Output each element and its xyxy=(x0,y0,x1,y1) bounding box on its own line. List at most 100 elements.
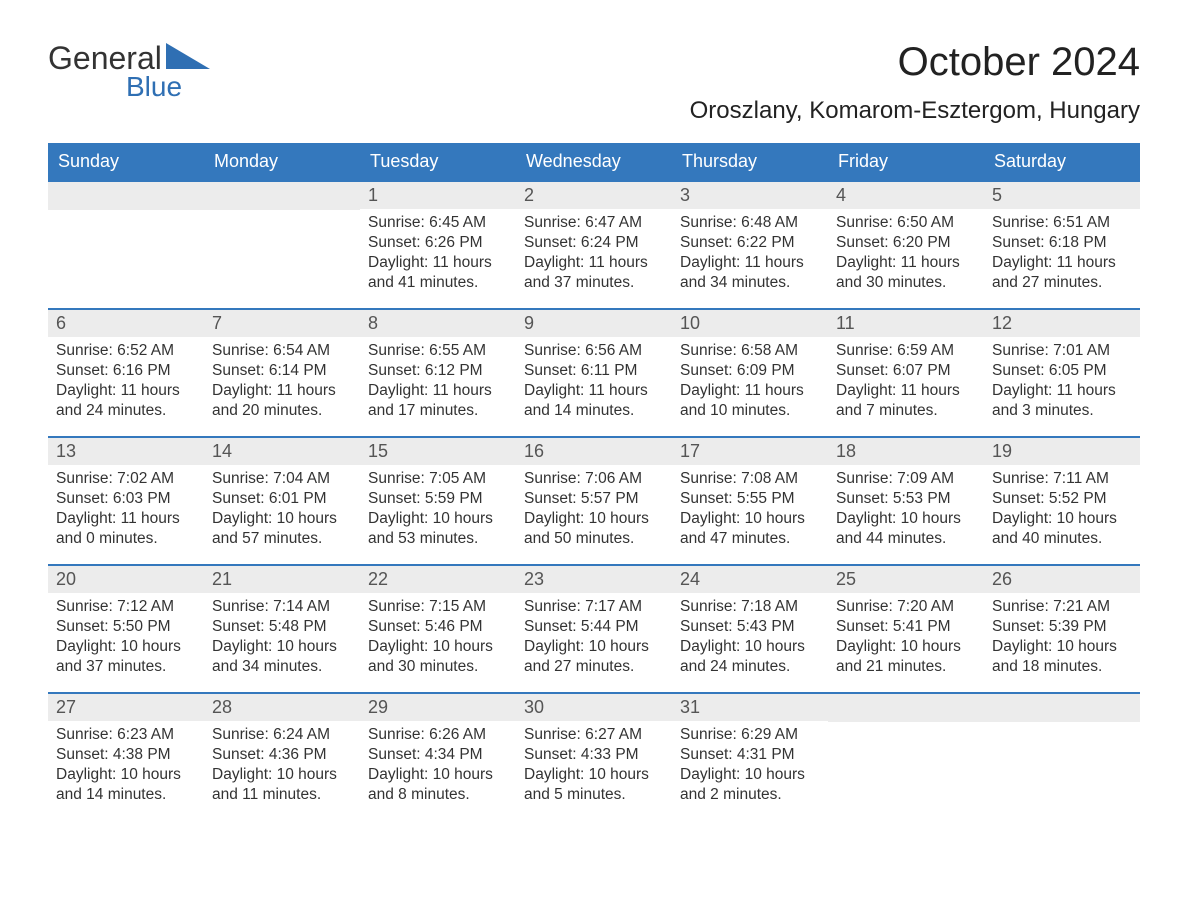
sunrise-line: Sunrise: 6:27 AM xyxy=(524,725,664,745)
day-header: Wednesday xyxy=(516,143,672,180)
calendar-cell: 26Sunrise: 7:21 AMSunset: 5:39 PMDayligh… xyxy=(984,566,1140,692)
day-number: 10 xyxy=(672,310,828,337)
sunset-line: Sunset: 5:55 PM xyxy=(680,489,820,509)
daylight-line-2: and 17 minutes. xyxy=(368,401,508,421)
sunset-line: Sunset: 4:36 PM xyxy=(212,745,352,765)
calendar-cell: 21Sunrise: 7:14 AMSunset: 5:48 PMDayligh… xyxy=(204,566,360,692)
daylight-line-2: and 30 minutes. xyxy=(836,273,976,293)
daylight-line-2: and 30 minutes. xyxy=(368,657,508,677)
calendar-cell: 12Sunrise: 7:01 AMSunset: 6:05 PMDayligh… xyxy=(984,310,1140,436)
title-block: October 2024 Oroszlany, Komarom-Esztergo… xyxy=(690,40,1140,125)
daylight-line-2: and 37 minutes. xyxy=(56,657,196,677)
day-number xyxy=(828,694,984,722)
sunrise-line: Sunrise: 7:11 AM xyxy=(992,469,1132,489)
daylight-line-2: and 18 minutes. xyxy=(992,657,1132,677)
sunrise-line: Sunrise: 6:45 AM xyxy=(368,213,508,233)
calendar-cell: 28Sunrise: 6:24 AMSunset: 4:36 PMDayligh… xyxy=(204,694,360,820)
daylight-line-1: Daylight: 11 hours xyxy=(56,381,196,401)
day-number: 12 xyxy=(984,310,1140,337)
day-number: 13 xyxy=(48,438,204,465)
sunset-line: Sunset: 6:26 PM xyxy=(368,233,508,253)
sunrise-line: Sunrise: 6:51 AM xyxy=(992,213,1132,233)
sunrise-line: Sunrise: 7:21 AM xyxy=(992,597,1132,617)
daylight-line-1: Daylight: 10 hours xyxy=(368,509,508,529)
sunset-line: Sunset: 5:50 PM xyxy=(56,617,196,637)
sunset-line: Sunset: 4:33 PM xyxy=(524,745,664,765)
daylight-line-2: and 2 minutes. xyxy=(680,785,820,805)
daylight-line-1: Daylight: 11 hours xyxy=(56,509,196,529)
day-number: 6 xyxy=(48,310,204,337)
daylight-line-1: Daylight: 10 hours xyxy=(56,765,196,785)
day-number: 17 xyxy=(672,438,828,465)
sunset-line: Sunset: 5:41 PM xyxy=(836,617,976,637)
daylight-line-2: and 24 minutes. xyxy=(680,657,820,677)
sunrise-line: Sunrise: 7:15 AM xyxy=(368,597,508,617)
day-header: Saturday xyxy=(984,143,1140,180)
daylight-line-1: Daylight: 11 hours xyxy=(524,253,664,273)
day-detail: Sunrise: 7:01 AMSunset: 6:05 PMDaylight:… xyxy=(984,337,1140,428)
sunset-line: Sunset: 5:48 PM xyxy=(212,617,352,637)
sunrise-line: Sunrise: 6:29 AM xyxy=(680,725,820,745)
daylight-line-2: and 20 minutes. xyxy=(212,401,352,421)
sunrise-line: Sunrise: 6:47 AM xyxy=(524,213,664,233)
daylight-line-1: Daylight: 11 hours xyxy=(992,381,1132,401)
daylight-line-1: Daylight: 10 hours xyxy=(524,765,664,785)
daylight-line-1: Daylight: 11 hours xyxy=(368,381,508,401)
sunrise-line: Sunrise: 6:26 AM xyxy=(368,725,508,745)
day-detail: Sunrise: 6:29 AMSunset: 4:31 PMDaylight:… xyxy=(672,721,828,812)
daylight-line-1: Daylight: 10 hours xyxy=(368,637,508,657)
sunset-line: Sunset: 6:11 PM xyxy=(524,361,664,381)
day-detail: Sunrise: 6:48 AMSunset: 6:22 PMDaylight:… xyxy=(672,209,828,300)
day-detail: Sunrise: 6:50 AMSunset: 6:20 PMDaylight:… xyxy=(828,209,984,300)
sunset-line: Sunset: 5:53 PM xyxy=(836,489,976,509)
calendar-cell: 6Sunrise: 6:52 AMSunset: 6:16 PMDaylight… xyxy=(48,310,204,436)
day-detail: Sunrise: 6:23 AMSunset: 4:38 PMDaylight:… xyxy=(48,721,204,812)
daylight-line-2: and 57 minutes. xyxy=(212,529,352,549)
day-number: 24 xyxy=(672,566,828,593)
day-number: 21 xyxy=(204,566,360,593)
day-header: Tuesday xyxy=(360,143,516,180)
header: General Blue October 2024 Oroszlany, Kom… xyxy=(48,40,1140,125)
day-number: 3 xyxy=(672,182,828,209)
calendar-cell: 22Sunrise: 7:15 AMSunset: 5:46 PMDayligh… xyxy=(360,566,516,692)
daylight-line-2: and 21 minutes. xyxy=(836,657,976,677)
day-number xyxy=(204,182,360,210)
day-number: 14 xyxy=(204,438,360,465)
daylight-line-2: and 14 minutes. xyxy=(56,785,196,805)
day-number: 26 xyxy=(984,566,1140,593)
day-number: 11 xyxy=(828,310,984,337)
calendar-cell: 27Sunrise: 6:23 AMSunset: 4:38 PMDayligh… xyxy=(48,694,204,820)
calendar-cell: 31Sunrise: 6:29 AMSunset: 4:31 PMDayligh… xyxy=(672,694,828,820)
sunrise-line: Sunrise: 7:18 AM xyxy=(680,597,820,617)
daylight-line-1: Daylight: 11 hours xyxy=(212,381,352,401)
daylight-line-1: Daylight: 11 hours xyxy=(680,253,820,273)
calendar-cell: 8Sunrise: 6:55 AMSunset: 6:12 PMDaylight… xyxy=(360,310,516,436)
sunrise-line: Sunrise: 7:12 AM xyxy=(56,597,196,617)
calendar: Sunday Monday Tuesday Wednesday Thursday… xyxy=(48,143,1140,820)
day-detail xyxy=(204,210,360,220)
daylight-line-2: and 37 minutes. xyxy=(524,273,664,293)
calendar-cell: 24Sunrise: 7:18 AMSunset: 5:43 PMDayligh… xyxy=(672,566,828,692)
logo-triangle-icon xyxy=(166,43,210,74)
day-header-row: Sunday Monday Tuesday Wednesday Thursday… xyxy=(48,143,1140,180)
calendar-cell xyxy=(984,694,1140,820)
sunrise-line: Sunrise: 6:24 AM xyxy=(212,725,352,745)
day-detail: Sunrise: 7:18 AMSunset: 5:43 PMDaylight:… xyxy=(672,593,828,684)
day-detail: Sunrise: 6:55 AMSunset: 6:12 PMDaylight:… xyxy=(360,337,516,428)
calendar-cell: 23Sunrise: 7:17 AMSunset: 5:44 PMDayligh… xyxy=(516,566,672,692)
weeks-container: 1Sunrise: 6:45 AMSunset: 6:26 PMDaylight… xyxy=(48,180,1140,820)
day-number: 29 xyxy=(360,694,516,721)
logo-text-blue: Blue xyxy=(126,71,182,103)
daylight-line-2: and 53 minutes. xyxy=(368,529,508,549)
daylight-line-1: Daylight: 10 hours xyxy=(524,637,664,657)
calendar-cell: 15Sunrise: 7:05 AMSunset: 5:59 PMDayligh… xyxy=(360,438,516,564)
daylight-line-1: Daylight: 10 hours xyxy=(212,509,352,529)
day-number: 20 xyxy=(48,566,204,593)
daylight-line-2: and 50 minutes. xyxy=(524,529,664,549)
sunset-line: Sunset: 6:16 PM xyxy=(56,361,196,381)
daylight-line-2: and 0 minutes. xyxy=(56,529,196,549)
day-detail: Sunrise: 7:06 AMSunset: 5:57 PMDaylight:… xyxy=(516,465,672,556)
calendar-cell xyxy=(48,182,204,308)
day-detail: Sunrise: 7:04 AMSunset: 6:01 PMDaylight:… xyxy=(204,465,360,556)
day-number: 9 xyxy=(516,310,672,337)
